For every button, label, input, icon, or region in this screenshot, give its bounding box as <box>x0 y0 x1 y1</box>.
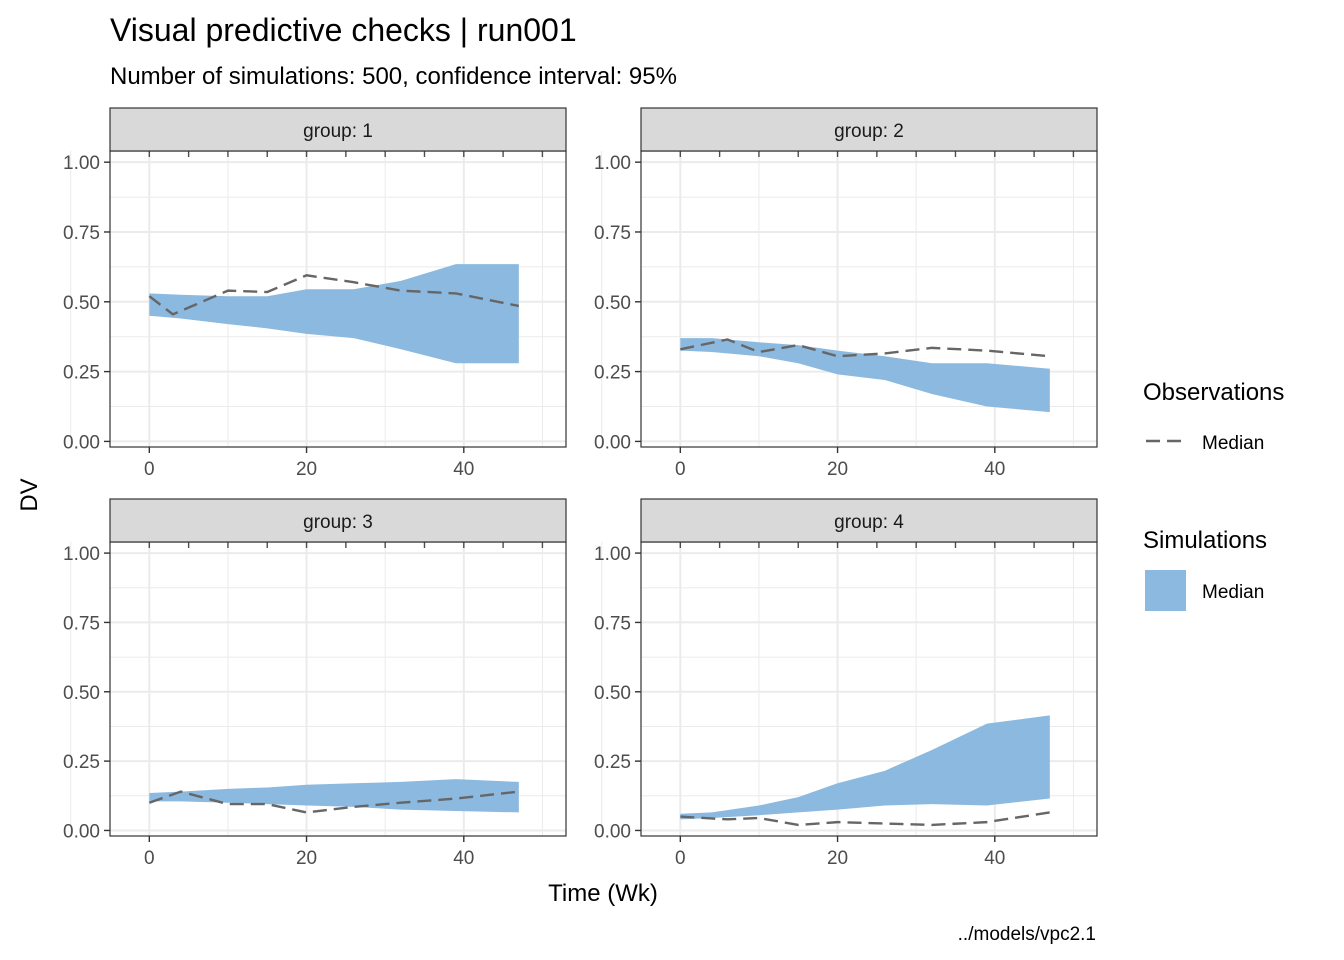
x-tick-label: 20 <box>296 848 317 869</box>
facet-strip <box>109 107 567 152</box>
facet-strip-label: group: 4 <box>834 512 904 533</box>
y-tick-label: 0.25 <box>63 752 100 773</box>
y-tick-label: 0.75 <box>63 223 100 244</box>
facet-strip <box>109 498 567 543</box>
y-tick-label: 0.00 <box>63 821 100 842</box>
x-tick-label: 0 <box>144 459 155 480</box>
chart-subtitle: Number of simulations: 500, confidence i… <box>110 63 677 90</box>
y-tick-label: 0.00 <box>63 432 100 453</box>
x-tick-label: 40 <box>453 848 474 869</box>
y-tick-label: 0.25 <box>594 752 631 773</box>
y-tick-label: 0.25 <box>594 363 631 384</box>
y-tick-label: 1.00 <box>63 153 100 174</box>
legend-label-simulated-median: Median <box>1202 582 1264 603</box>
facet-strip-label: group: 3 <box>303 512 373 533</box>
caption: ../models/vpc2.1 <box>958 924 1096 945</box>
x-tick-label: 20 <box>296 459 317 480</box>
x-tick-label: 40 <box>984 459 1005 480</box>
facet-strip-label: group: 2 <box>834 121 904 142</box>
legend-key-simulated-band <box>1145 570 1186 611</box>
y-tick-label: 0.50 <box>63 683 100 704</box>
observed-median-line <box>680 811 1051 827</box>
observed-median-line <box>680 338 1050 358</box>
x-tick-label: 0 <box>675 459 686 480</box>
x-axis-title: Time (Wk) <box>548 880 658 907</box>
observed-median-line <box>148 274 520 316</box>
y-tick-label: 0.75 <box>594 613 631 634</box>
y-tick-label: 0.00 <box>594 821 631 842</box>
y-tick-label: 0.75 <box>594 223 631 244</box>
simulated-median-band <box>149 779 519 813</box>
simulated-median-band <box>680 715 1050 820</box>
x-tick-label: 0 <box>675 848 686 869</box>
facet-strip <box>640 498 1098 543</box>
legend-label-observed-median: Median <box>1202 433 1264 454</box>
simulated-median-band <box>680 338 1050 413</box>
simulated-median-band <box>149 264 519 364</box>
legend-title-simulations: Simulations <box>1143 527 1267 554</box>
x-tick-label: 20 <box>827 459 848 480</box>
legend-title-observations: Observations <box>1143 379 1284 406</box>
x-tick-label: 0 <box>144 848 155 869</box>
y-axis-title: DV <box>16 478 43 511</box>
facet-strip-label: group: 1 <box>303 121 373 142</box>
chart-title: Visual predictive checks | run001 <box>110 12 577 48</box>
panel-1: group: 1 0.00 0.25 0.50 0.75 1.00 0 20 40 <box>63 107 567 480</box>
y-tick-label: 0.50 <box>63 293 100 314</box>
x-tick-label: 40 <box>984 848 1005 869</box>
y-tick-label: 1.00 <box>63 544 100 565</box>
y-tick-label: 0.50 <box>594 683 631 704</box>
y-tick-label: 1.00 <box>594 544 631 565</box>
panel-3: group: 3 0.00 0.25 0.50 0.75 1.00 0 20 40 <box>63 498 567 869</box>
y-tick-label: 0.50 <box>594 293 631 314</box>
x-tick-label: 20 <box>827 848 848 869</box>
x-tick-label: 40 <box>453 459 474 480</box>
panel-2: group: 2 0.00 0.25 0.50 0.75 1.00 0 20 40 <box>594 107 1098 480</box>
facet-panels: group: 10.000.250.500.751.000 20 40group: … <box>63 107 1098 869</box>
legend: Observations Median Simulations Median <box>1143 379 1284 611</box>
y-tick-label: 1.00 <box>594 153 631 174</box>
facet-strip <box>640 107 1098 152</box>
observed-median-line <box>148 790 519 814</box>
y-tick-label: 0.25 <box>63 363 100 384</box>
panel-4: group: 4 0.00 0.25 0.50 0.75 1.00 0 20 40 <box>594 498 1098 869</box>
y-tick-label: 0.75 <box>63 613 100 634</box>
y-tick-label: 0.00 <box>594 432 631 453</box>
